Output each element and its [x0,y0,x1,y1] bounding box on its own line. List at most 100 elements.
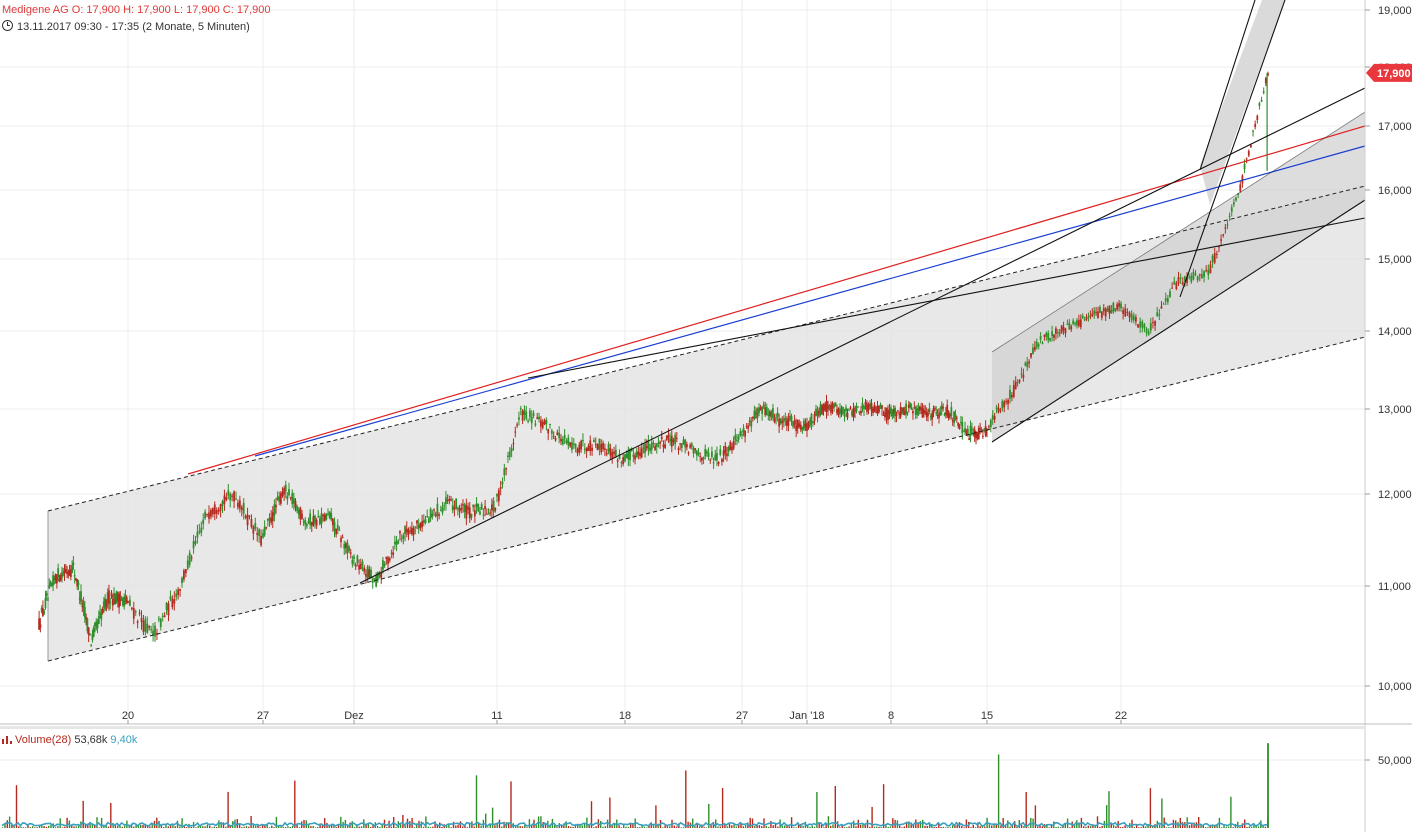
candle-body [50,583,53,586]
candle-body [39,624,42,628]
volume-bar [117,825,119,828]
candle-body [314,515,316,524]
candle-body [587,445,590,451]
volume-bar [480,825,482,828]
volume-last: 53,68k [74,734,108,746]
volume-bar [593,827,595,828]
volume-bar [965,819,968,828]
candle-body [1162,303,1165,305]
candle-body [186,560,189,569]
trend-lines [47,0,1366,662]
candle-body [795,425,798,432]
candle-body [89,633,91,636]
volume-bar [639,827,641,828]
candle-body [936,414,939,416]
candle-body [1156,312,1159,317]
candle-body [810,413,813,424]
volume-bar [809,826,811,828]
candle-body [335,528,338,535]
volume-bar [784,825,786,828]
candle-body [1247,150,1250,156]
candle-body [840,410,843,412]
candle-body [1085,317,1088,320]
candle-body [687,452,690,454]
candle-body [467,506,469,510]
candle-body [870,403,873,411]
candle-body [250,519,253,528]
volume-bar [376,825,379,828]
candle-body [109,601,112,603]
candle-body [338,529,341,531]
volume-bar [1060,827,1062,828]
candle-body [1072,320,1075,324]
candle-body [130,607,133,610]
volume-bar [11,824,13,828]
price-tick-label: 11,000 [1378,581,1411,593]
candle-body [439,510,442,512]
volume-bar [25,827,27,828]
candle-body [609,448,612,456]
candle-body [852,407,855,418]
volume-bar [991,825,993,828]
volume-bar [848,826,850,828]
candle-body [115,591,118,602]
volume-bar [1119,827,1122,828]
volume-bar [535,825,537,828]
candle-body [538,416,540,420]
candle-body [726,453,728,457]
candle-body [1194,273,1197,275]
volume-bar [692,818,694,828]
candle-body [333,521,336,531]
volume-bar [307,824,310,828]
volume-bar [333,824,335,828]
candle-body [400,538,403,540]
volume-bar [280,826,282,828]
volume-bar [1221,827,1223,828]
candle-body [38,618,41,630]
candle-body [283,488,286,495]
candle-body [494,508,497,511]
candle-body [514,431,517,433]
candle-body [894,408,897,417]
candle-body [343,543,346,549]
candle-body [1095,312,1098,314]
candle-body [358,565,361,570]
candle-body [45,593,48,596]
volume-bar [703,827,705,828]
volume-bar [570,826,572,828]
candle-body [938,414,940,418]
candle-body [278,496,281,503]
volume-bar [1069,827,1071,828]
candle-body [603,448,606,450]
candle-body [722,450,725,456]
candle-body [660,436,663,439]
candle-body [690,443,693,447]
volume-bar [211,827,213,828]
candle-body [585,448,588,452]
volume-bar [698,826,701,828]
volume-bar [793,827,795,828]
date-tick-label: 18 [619,710,631,722]
candle-body [712,462,715,464]
candle-body [132,608,135,619]
candle-body [271,512,274,522]
candle-body [700,457,703,461]
volume-bar [291,825,294,828]
candle-body [69,569,72,577]
candle-body [917,408,920,411]
candle-body [1104,308,1107,317]
candle-body [310,522,313,526]
candle-body [748,420,751,422]
candle-body [356,555,359,563]
candle-body [322,515,325,517]
candle-body [1196,276,1199,281]
volume-bar [1057,826,1060,828]
candle-body [380,572,383,578]
volume-bar [572,826,574,828]
candle-body [912,411,914,414]
volume-bar [1179,817,1181,828]
candle-body [490,504,493,511]
candle-body [905,403,907,414]
candle-body [739,431,742,436]
candle-body [213,504,216,515]
